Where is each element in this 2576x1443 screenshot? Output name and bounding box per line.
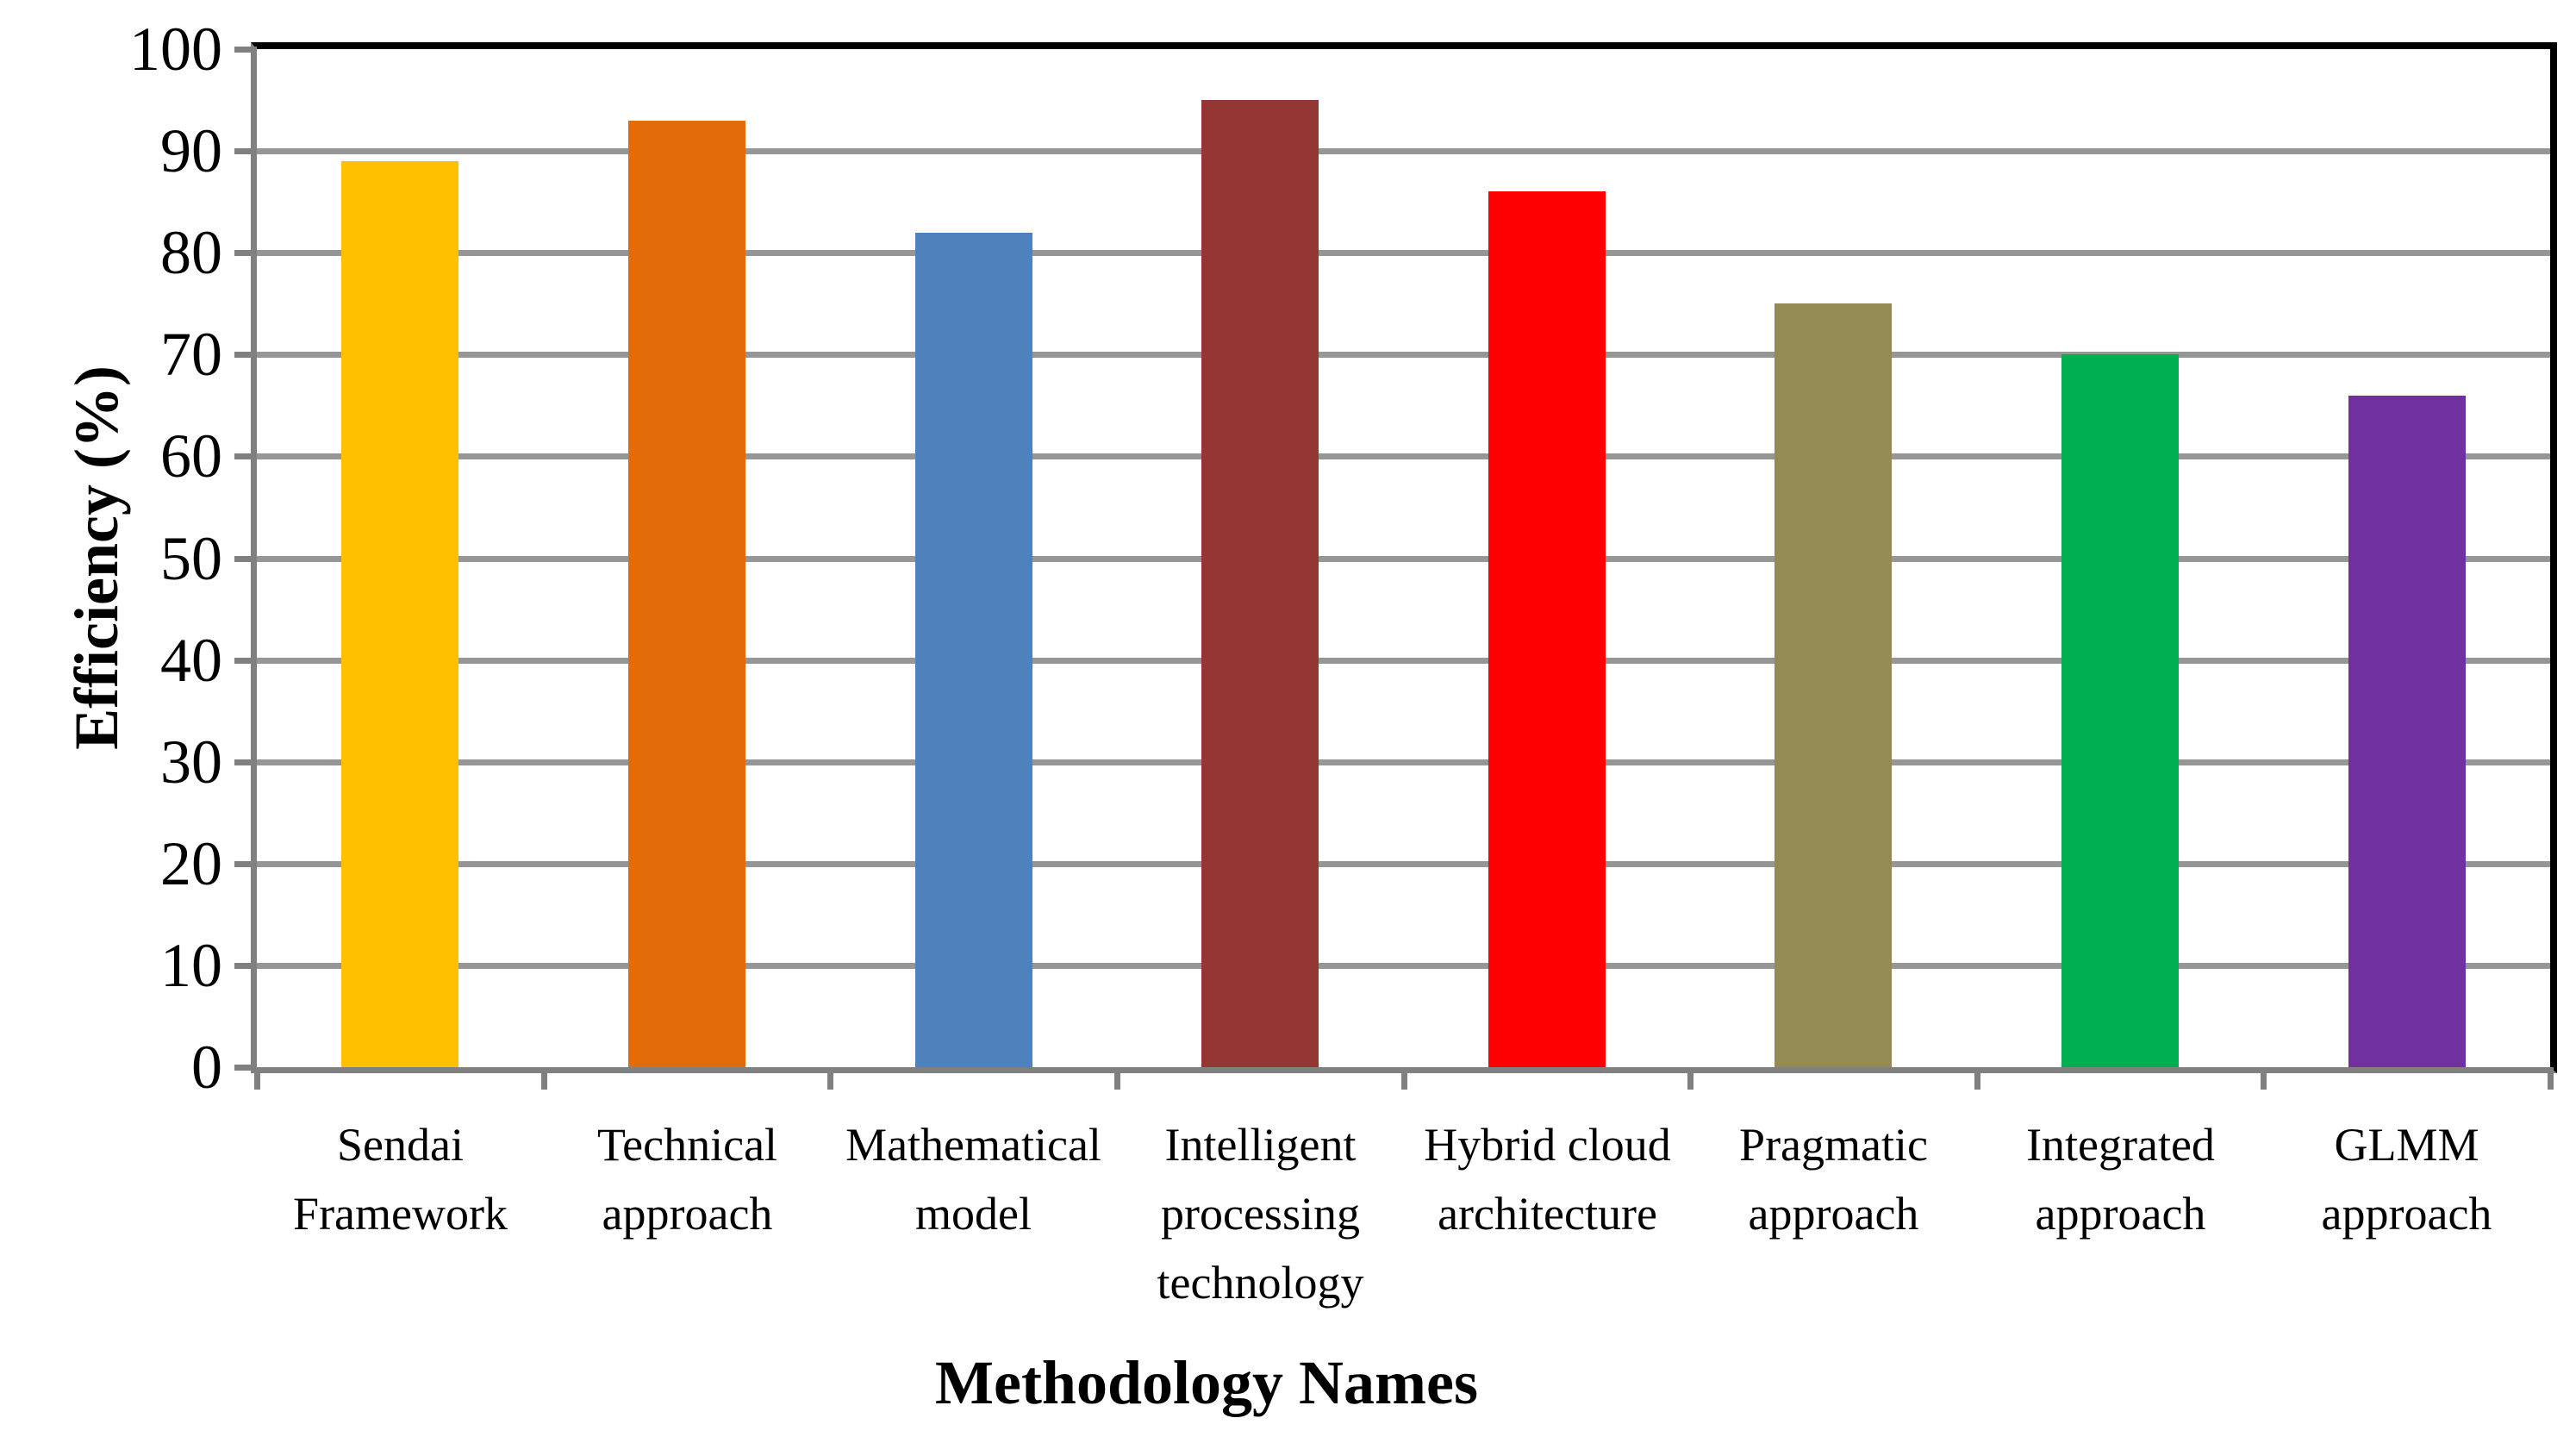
- category-label-glmm-approach: GLMM approach: [2321, 1119, 2492, 1240]
- x-tick-mark-7: [2261, 1067, 2267, 1090]
- bar-pragmatic-approach: [1775, 303, 1892, 1067]
- y-tick-label-90: 90: [160, 116, 222, 186]
- y-tick-label-30: 30: [160, 727, 222, 796]
- bar-integrated-approach: [2061, 354, 2179, 1067]
- bar-glmm-approach: [2348, 396, 2466, 1067]
- y-tick-label-80: 80: [160, 218, 222, 288]
- y-tick-mark-70: [234, 352, 257, 359]
- gridline-10: [257, 962, 2550, 969]
- bar-technical-approach: [628, 121, 745, 1067]
- bar-hybrid-cloud-architecture: [1488, 191, 1606, 1067]
- gridline-50: [257, 555, 2550, 562]
- category-label-pragmatic-approach: Pragmatic approach: [1739, 1119, 1928, 1240]
- y-tick-label-40: 40: [160, 625, 222, 695]
- category-label-intelligent-processing-technology: Intelligent processing technology: [1157, 1119, 1364, 1309]
- x-tick-mark-2: [827, 1067, 833, 1090]
- y-tick-mark-10: [234, 962, 257, 969]
- y-tick-mark-30: [234, 759, 257, 765]
- y-tick-mark-40: [234, 657, 257, 664]
- category-label-technical-approach: Technical approach: [596, 1119, 778, 1240]
- x-tick-mark-1: [541, 1067, 547, 1090]
- y-tick-mark-50: [234, 555, 257, 562]
- category-label-integrated-approach: Integrated approach: [2026, 1119, 2215, 1240]
- category-label-sendai-framework: Sendai Framework: [293, 1119, 508, 1240]
- y-tick-mark-0: [234, 1065, 257, 1071]
- x-tick-mark-6: [1974, 1067, 1980, 1090]
- x-tick-mark-0: [254, 1067, 260, 1090]
- y-tick-label-60: 60: [160, 422, 222, 491]
- y-tick-mark-90: [234, 148, 257, 155]
- x-tick-mark-4: [1401, 1067, 1407, 1090]
- y-tick-mark-100: [234, 47, 257, 53]
- bar-sendai-framework: [341, 161, 458, 1067]
- gridline-70: [257, 352, 2550, 359]
- plot-area: [251, 42, 2557, 1073]
- gridline-20: [257, 860, 2550, 867]
- bar-mathematical-model: [915, 233, 1032, 1067]
- gridline-30: [257, 759, 2550, 765]
- gridline-40: [257, 657, 2550, 664]
- category-label-hybrid-cloud-architecture: Hybrid cloud architecture: [1424, 1119, 1671, 1240]
- y-tick-label-10: 10: [160, 930, 222, 1000]
- y-tick-mark-20: [234, 860, 257, 867]
- y-tick-label-100: 100: [129, 15, 222, 84]
- y-tick-label-20: 20: [160, 828, 222, 898]
- bar-intelligent-processing-technology: [1201, 100, 1319, 1067]
- y-tick-label-70: 70: [160, 320, 222, 390]
- x-tick-mark-8: [2548, 1067, 2554, 1090]
- y-tick-mark-80: [234, 250, 257, 257]
- x-tick-mark-5: [1687, 1067, 1693, 1090]
- y-tick-mark-60: [234, 453, 257, 460]
- y-tick-label-50: 50: [160, 523, 222, 593]
- gridline-90: [257, 148, 2550, 155]
- x-tick-mark-3: [1114, 1067, 1120, 1090]
- category-label-mathematical-model: Mathematical model: [845, 1119, 1101, 1240]
- y-axis-title: Efficiency (%): [62, 365, 131, 750]
- y-tick-label-0: 0: [191, 1033, 222, 1102]
- gridline-60: [257, 453, 2550, 460]
- gridline-80: [257, 250, 2550, 257]
- x-axis-title: Methodology Names: [935, 1348, 1478, 1417]
